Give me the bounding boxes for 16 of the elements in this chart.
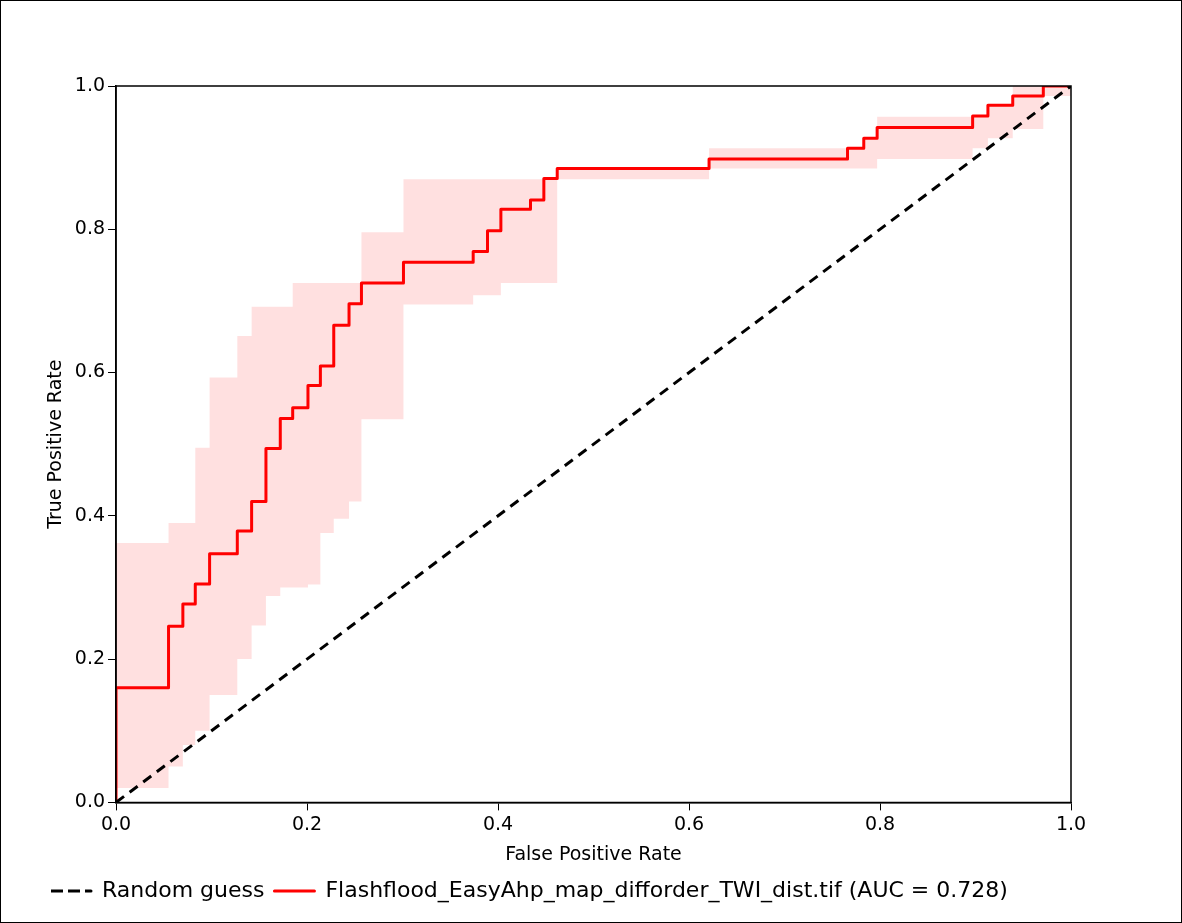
- y-tick-label: 0.6: [74, 359, 106, 382]
- x-tick-label: 0.0: [100, 811, 132, 834]
- y-tick-label: 0.0: [74, 789, 106, 812]
- x-tick-label: 0.8: [864, 811, 896, 834]
- y-tick-label: 0.4: [74, 502, 106, 525]
- y-tick-label: 0.2: [74, 646, 106, 669]
- legend-label: Random guess: [102, 876, 265, 902]
- x-tick-label: 0.6: [673, 811, 705, 834]
- y-axis-title: True Positive Rate: [43, 359, 66, 530]
- x-tick-label: 0.4: [482, 811, 514, 834]
- legend-label: Flashflood_EasyAhp_map_difforder_TWI_dist.tif (AUC = 0.728): [325, 876, 1008, 903]
- y-tick-label: 1.0: [74, 72, 106, 95]
- x-tick-label: 0.2: [291, 811, 323, 834]
- x-axis-title: False Positive Rate: [505, 841, 682, 864]
- y-tick-label: 0.8: [74, 216, 106, 239]
- x-tick-label: 1.0: [1055, 811, 1087, 834]
